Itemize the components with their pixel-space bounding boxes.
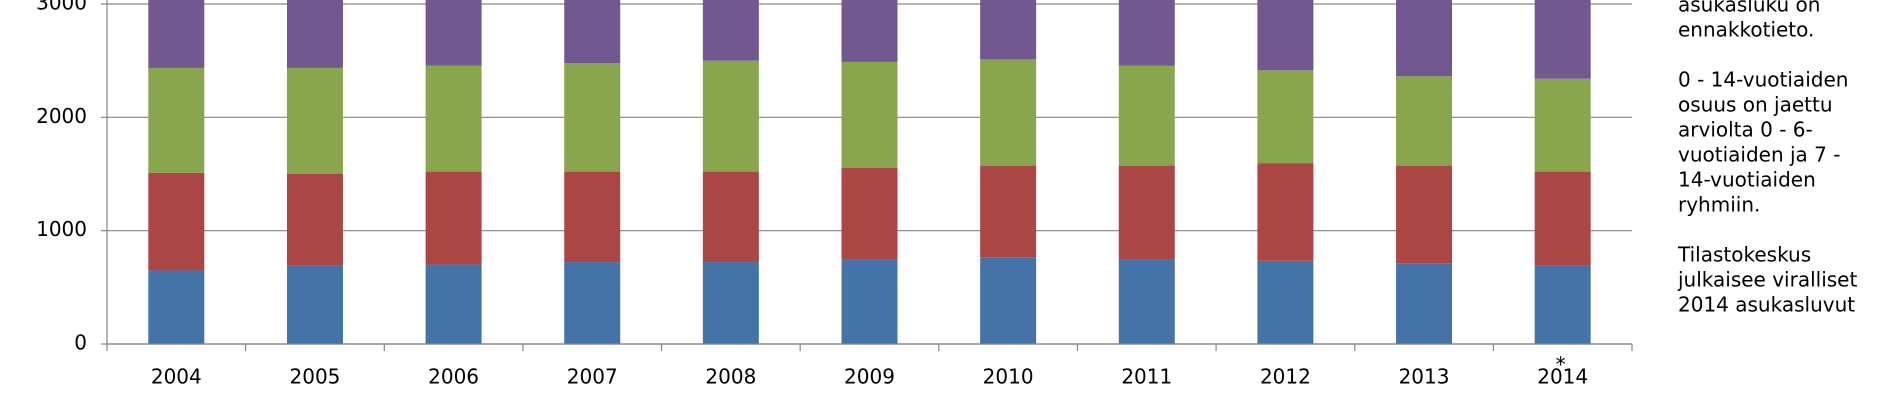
bar-segment <box>1534 265 1591 344</box>
note-line: asukasluku on <box>1678 0 1820 17</box>
x-tick-label: 2007 <box>567 365 618 389</box>
x-tick-label: 2008 <box>705 365 756 389</box>
bar-segment <box>1118 259 1175 344</box>
annotation: * <box>1556 353 1566 377</box>
note-line: 2014 asukasluvut <box>1678 293 1855 317</box>
note-line: vuotiaiden ja 7 - <box>1678 143 1840 167</box>
bar-segment <box>425 171 482 265</box>
bar-segment <box>980 165 1037 258</box>
bar-segment <box>1257 163 1314 261</box>
bar-segment <box>980 59 1037 166</box>
note-line: arviolta 0 - 6- <box>1678 118 1813 142</box>
bar-segment <box>841 167 898 260</box>
bar-segment <box>1534 171 1591 266</box>
y-tick-label: 1000 <box>36 217 87 241</box>
bar-segment <box>702 171 759 263</box>
note-line: ryhmiin. <box>1678 193 1760 217</box>
bar-segment <box>1396 165 1453 264</box>
y-tick-label: 2000 <box>36 104 87 128</box>
bar-segment <box>286 174 343 266</box>
x-tick-label: 2005 <box>290 365 341 389</box>
x-tick-label: 2013 <box>1399 365 1450 389</box>
bar-segment <box>702 0 759 61</box>
bar-segment <box>841 259 898 344</box>
bar-segment <box>1118 0 1175 66</box>
bar-segment <box>564 0 621 64</box>
note-line: ennakkotieto. <box>1678 18 1814 42</box>
note-line: 14-vuotiaiden <box>1678 168 1816 192</box>
note-line: 0 - 14-vuotiaiden <box>1678 68 1848 92</box>
bar-segment <box>286 67 343 174</box>
note-line: Tilastokeskus <box>1677 243 1811 267</box>
bar-segment <box>148 67 205 173</box>
bar-segment <box>286 265 343 344</box>
bar-segment <box>1396 0 1453 77</box>
bar-segment <box>980 257 1037 344</box>
x-tick-label: 2012 <box>1260 365 1311 389</box>
bar-segment <box>980 0 1037 60</box>
x-tick-label: 2010 <box>983 365 1034 389</box>
bar-segment <box>564 63 621 172</box>
bar-segment <box>1396 263 1453 344</box>
x-tick-label: 2009 <box>844 365 895 389</box>
bar-segment <box>1534 78 1591 172</box>
y-tick-label: 0 <box>74 331 87 355</box>
bar-segment <box>1257 260 1314 344</box>
y-tick-label: 3000 <box>36 0 87 15</box>
x-tick-label: 2006 <box>428 365 479 389</box>
note-line: julkaisee viralliset <box>1677 268 1857 292</box>
bar-segment <box>1257 70 1314 164</box>
bar-segment <box>148 172 205 271</box>
bar-segment <box>425 0 482 66</box>
x-tick-label: 2014 <box>1537 365 1588 389</box>
bar-segment <box>564 171 621 263</box>
bar-segment <box>1118 165 1175 260</box>
x-tick-label: 2004 <box>151 365 202 389</box>
bar-segment <box>148 270 205 344</box>
bar-segment <box>286 0 343 68</box>
x-tick-label: 2011 <box>1121 365 1172 389</box>
bar-segment <box>425 264 482 344</box>
bar-segment <box>1396 76 1453 166</box>
bar-segment <box>1257 0 1314 71</box>
bar-segment <box>425 65 482 172</box>
bar-segment <box>841 61 898 168</box>
note-line: osuus on jaettu <box>1678 93 1833 117</box>
axes: 0 1000 2000 3000 2004 2005 2006 2007 2008 2009 201… <box>36 0 1857 389</box>
bars <box>148 0 1591 344</box>
bar-segment <box>702 60 759 172</box>
bar-segment <box>1118 65 1175 166</box>
bar-segment <box>564 262 621 344</box>
bar-segment <box>841 0 898 62</box>
bar-segment <box>148 0 205 68</box>
bar-segment <box>1534 0 1591 79</box>
bar-segment <box>702 262 759 344</box>
